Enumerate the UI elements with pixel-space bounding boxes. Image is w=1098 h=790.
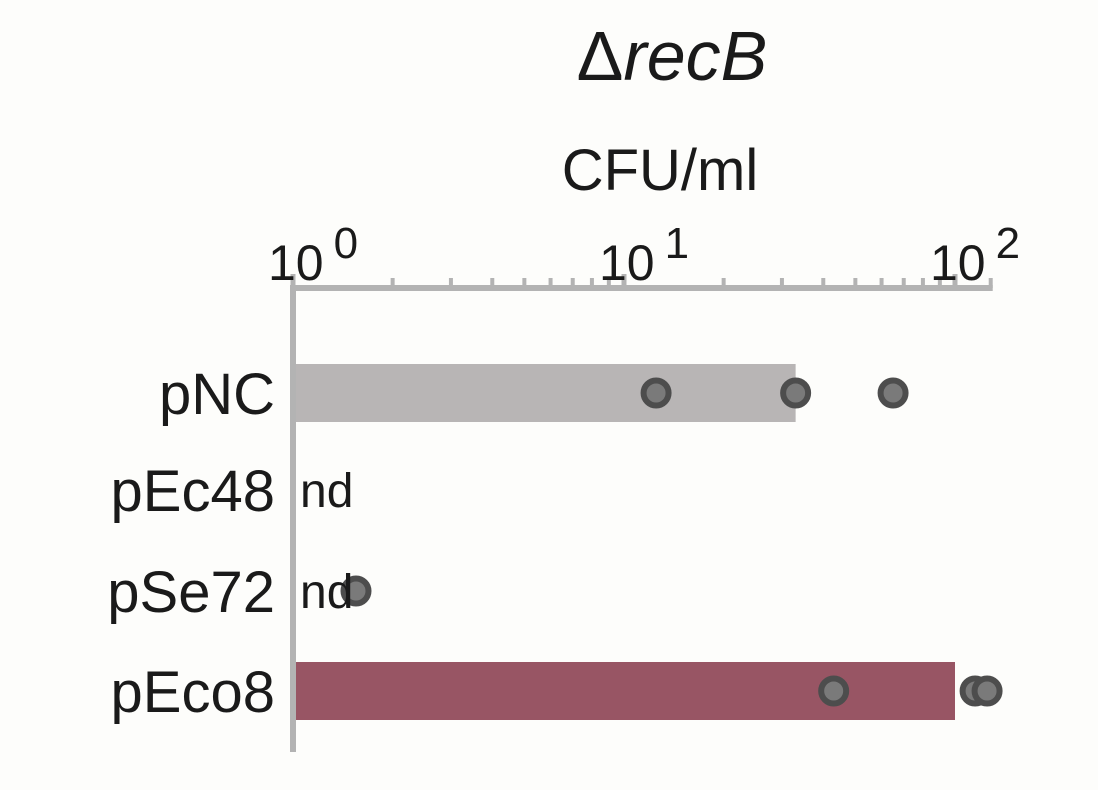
not-detected-label: nd: [300, 566, 353, 619]
tick-label: 10 2: [930, 219, 1020, 291]
tick-label-exponent: 2: [996, 219, 1020, 268]
data-point: [971, 675, 1003, 707]
tick-label: 10 0: [268, 219, 358, 291]
data-point: [818, 675, 850, 707]
category-label: pNC: [159, 362, 275, 427]
tick-label-base: 10: [599, 235, 655, 291]
tick-label: 10 1: [599, 219, 689, 291]
title-delta: Δ: [577, 17, 624, 95]
tick-label-base: 10: [930, 235, 986, 291]
bar: [293, 662, 955, 720]
x-axis-ticks: 10 0 10 1 10 2: [268, 219, 1020, 291]
data-point: [877, 377, 909, 409]
title-gene: recB: [623, 17, 767, 95]
category-labels: pNC pEc48 nd pSe72 nd pEco8: [107, 362, 353, 725]
data-point: [340, 575, 372, 607]
tick-label-exponent: 1: [665, 219, 689, 268]
category-label: pEc48: [111, 459, 275, 524]
data-points: [340, 377, 1003, 707]
tick-label-base: 10: [268, 235, 324, 291]
bar: [293, 364, 796, 422]
category-label: pEco8: [111, 660, 275, 725]
chart-title: ΔrecB: [577, 17, 768, 95]
category-label: pSe72: [107, 560, 275, 625]
data-point: [640, 377, 672, 409]
x-axis-label: CFU/ml: [562, 138, 759, 203]
tick-label-exponent: 0: [334, 219, 358, 268]
not-detected-label: nd: [300, 465, 353, 518]
bars: [293, 364, 955, 720]
data-point: [780, 377, 812, 409]
